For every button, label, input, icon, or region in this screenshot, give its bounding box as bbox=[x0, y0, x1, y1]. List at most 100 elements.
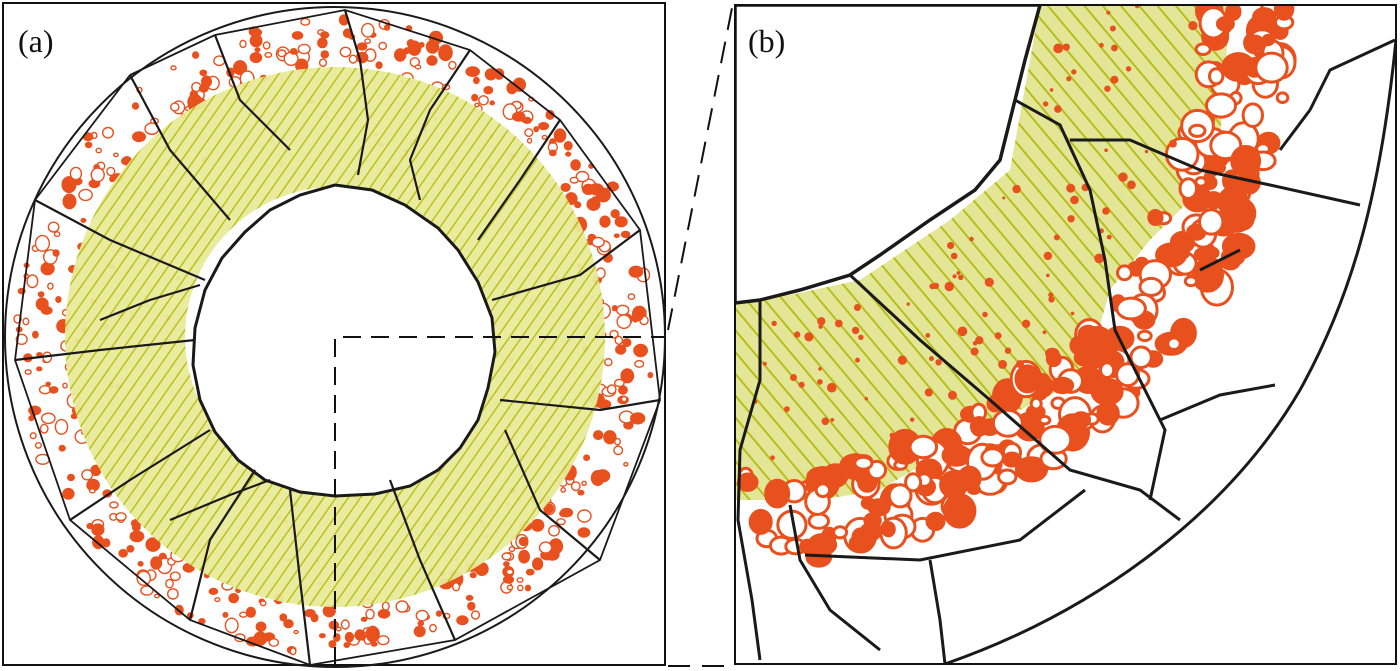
pore bbox=[88, 488, 96, 494]
pore bbox=[249, 34, 263, 48]
panel-a-label: (a) bbox=[18, 23, 54, 59]
pore bbox=[1241, 102, 1265, 128]
pore bbox=[340, 619, 350, 630]
pore bbox=[415, 609, 429, 622]
pore-speck bbox=[817, 317, 826, 326]
pore bbox=[55, 296, 62, 304]
pore bbox=[28, 415, 35, 422]
pore bbox=[102, 538, 111, 548]
pore-speck bbox=[1106, 234, 1112, 240]
pore-speck bbox=[1048, 292, 1054, 298]
pore-speck bbox=[834, 319, 843, 328]
pore bbox=[467, 601, 476, 611]
pore bbox=[320, 31, 330, 39]
pore bbox=[1038, 414, 1052, 426]
pore bbox=[1198, 208, 1225, 236]
pore bbox=[224, 617, 239, 634]
pore bbox=[1029, 396, 1043, 411]
pore bbox=[516, 577, 524, 583]
pore bbox=[1138, 276, 1164, 297]
pore bbox=[22, 317, 30, 326]
pore-speck bbox=[771, 320, 777, 327]
pore bbox=[140, 585, 154, 596]
pore bbox=[549, 138, 556, 144]
pore bbox=[1204, 92, 1238, 119]
pore bbox=[1071, 411, 1092, 429]
pore-speck bbox=[818, 324, 823, 329]
pore-speck bbox=[1053, 43, 1064, 54]
pore bbox=[591, 236, 605, 248]
pore bbox=[1183, 275, 1199, 288]
pore bbox=[556, 518, 566, 526]
pore bbox=[293, 629, 299, 635]
pore-speck bbox=[1099, 42, 1104, 48]
panel-b-label: (b) bbox=[748, 23, 785, 59]
pore-speck bbox=[1094, 253, 1105, 264]
pore bbox=[268, 638, 280, 647]
pore bbox=[109, 175, 116, 183]
pore bbox=[565, 151, 572, 157]
pore bbox=[613, 233, 620, 238]
pore bbox=[40, 306, 53, 315]
pore bbox=[317, 37, 328, 49]
pore bbox=[581, 480, 587, 486]
pore bbox=[15, 333, 28, 345]
pore bbox=[620, 230, 631, 239]
pore bbox=[426, 55, 438, 66]
pore bbox=[101, 126, 114, 139]
pore-speck bbox=[790, 374, 797, 381]
pore bbox=[36, 366, 43, 372]
pore bbox=[908, 434, 939, 460]
pore-speck bbox=[827, 382, 837, 393]
pore bbox=[289, 48, 298, 55]
pore bbox=[62, 193, 77, 210]
pore bbox=[377, 635, 390, 646]
pore-speck bbox=[932, 282, 939, 290]
pore-speck bbox=[969, 236, 974, 242]
pore bbox=[254, 47, 261, 53]
pore bbox=[320, 50, 330, 59]
pore bbox=[90, 167, 105, 183]
pore-speck bbox=[1071, 69, 1077, 75]
pore bbox=[570, 481, 581, 492]
pore bbox=[647, 372, 654, 379]
pore bbox=[214, 597, 221, 603]
pore bbox=[603, 430, 617, 445]
pore bbox=[1050, 376, 1075, 395]
pore bbox=[506, 584, 514, 591]
pore bbox=[339, 46, 352, 58]
panel-a bbox=[2, 2, 666, 668]
pore bbox=[470, 610, 481, 620]
pore bbox=[628, 265, 644, 278]
pore-speck bbox=[1054, 105, 1062, 113]
pore bbox=[322, 604, 336, 618]
pore bbox=[297, 43, 311, 55]
zoom-cracks bbox=[736, 38, 1396, 664]
pore bbox=[1099, 361, 1116, 380]
pore bbox=[245, 606, 257, 618]
pore bbox=[381, 601, 390, 611]
pore bbox=[53, 231, 61, 238]
pore-speck bbox=[1118, 172, 1128, 182]
radial-cracks bbox=[14, 9, 661, 666]
pore bbox=[251, 28, 263, 37]
pore bbox=[501, 552, 512, 561]
pore bbox=[360, 22, 375, 38]
pore bbox=[262, 41, 271, 50]
pore-speck bbox=[784, 406, 790, 412]
pore bbox=[478, 95, 489, 106]
pore bbox=[47, 282, 54, 290]
pore-speck bbox=[1067, 215, 1075, 223]
pore bbox=[1166, 336, 1182, 352]
pore bbox=[524, 584, 532, 592]
pore bbox=[80, 217, 87, 223]
pore bbox=[615, 344, 627, 355]
pore bbox=[45, 381, 52, 387]
pore bbox=[137, 561, 144, 567]
pore bbox=[560, 486, 567, 493]
pore-speck bbox=[1070, 195, 1079, 205]
pore bbox=[166, 588, 179, 600]
pore bbox=[1261, 33, 1276, 47]
pore-speck bbox=[1046, 273, 1050, 278]
pore bbox=[533, 126, 540, 133]
